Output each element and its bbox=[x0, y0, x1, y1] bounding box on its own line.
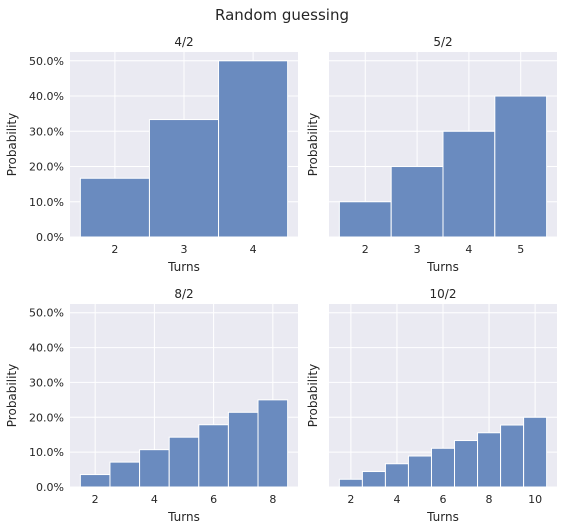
histogram-bar bbox=[430, 447, 456, 488]
x-axis-label: Turns bbox=[167, 510, 200, 524]
y-tick-label: 30.0% bbox=[29, 376, 64, 389]
histogram-bar bbox=[494, 95, 548, 238]
histogram-bar bbox=[338, 478, 363, 488]
y-tick-label: 10.0% bbox=[29, 446, 64, 459]
y-tick-label: 20.0% bbox=[29, 411, 64, 424]
histogram-bar bbox=[442, 130, 496, 238]
panel-title: 8/2 bbox=[174, 287, 193, 301]
x-tick-label: 6 bbox=[210, 493, 217, 506]
y-tick-label: 50.0% bbox=[29, 307, 64, 320]
histogram-bar bbox=[79, 177, 150, 238]
x-tick-label: 2 bbox=[92, 493, 99, 506]
panel-title: 10/2 bbox=[430, 287, 457, 301]
y-tick-label: 20.0% bbox=[29, 161, 64, 174]
y-tick-label: 10.0% bbox=[29, 196, 64, 209]
histogram-bar bbox=[79, 474, 111, 488]
x-tick-label: 8 bbox=[486, 493, 493, 506]
x-tick-label: 6 bbox=[440, 493, 447, 506]
x-tick-label: 4 bbox=[465, 243, 472, 256]
x-axis-label: Turns bbox=[426, 260, 459, 274]
histogram-bar bbox=[227, 411, 259, 488]
y-axis-label: Probability bbox=[306, 364, 320, 427]
histogram-bar bbox=[361, 471, 386, 488]
x-tick-label: 4 bbox=[151, 493, 158, 506]
histogram-bar bbox=[109, 461, 141, 488]
x-tick-label: 4 bbox=[393, 493, 400, 506]
x-tick-label: 3 bbox=[414, 243, 421, 256]
x-tick-label: 5 bbox=[517, 243, 524, 256]
y-tick-label: 30.0% bbox=[29, 125, 64, 138]
panel-title: 5/2 bbox=[433, 35, 452, 49]
x-tick-label: 2 bbox=[347, 493, 354, 506]
histogram-bar bbox=[148, 119, 220, 238]
x-tick-label: 4 bbox=[250, 243, 257, 256]
x-tick-label: 8 bbox=[269, 493, 276, 506]
histogram-bar bbox=[168, 436, 200, 488]
x-axis-label: Turns bbox=[426, 510, 459, 524]
histogram-bar bbox=[384, 463, 409, 488]
histogram-bar bbox=[139, 449, 170, 488]
y-axis-label: Probability bbox=[306, 113, 320, 176]
x-tick-label: 2 bbox=[362, 243, 369, 256]
histogram-bar bbox=[257, 399, 289, 488]
histogram-bar bbox=[218, 60, 289, 238]
histogram-bar bbox=[523, 416, 548, 488]
histogram-bar bbox=[338, 201, 392, 238]
histogram-bar bbox=[454, 440, 479, 488]
panel-title: 4/2 bbox=[174, 35, 193, 49]
x-tick-label: 3 bbox=[181, 243, 188, 256]
histogram-bar bbox=[477, 432, 502, 488]
y-tick-label: 0.0% bbox=[36, 481, 64, 494]
histogram-bar bbox=[500, 424, 525, 488]
y-tick-label: 50.0% bbox=[29, 55, 64, 68]
histogram-bar bbox=[390, 166, 444, 238]
histogram-bar bbox=[198, 424, 229, 488]
y-tick-label: 0.0% bbox=[36, 231, 64, 244]
y-axis-label: Probability bbox=[5, 364, 19, 427]
y-tick-label: 40.0% bbox=[29, 342, 64, 355]
x-axis-label: Turns bbox=[167, 260, 200, 274]
y-axis-label: Probability bbox=[5, 113, 19, 176]
histogram-bar bbox=[407, 455, 432, 488]
x-tick-label: 2 bbox=[111, 243, 118, 256]
y-tick-label: 40.0% bbox=[29, 90, 64, 103]
x-tick-label: 10 bbox=[528, 493, 542, 506]
figure-title: Random guessing bbox=[215, 6, 349, 24]
